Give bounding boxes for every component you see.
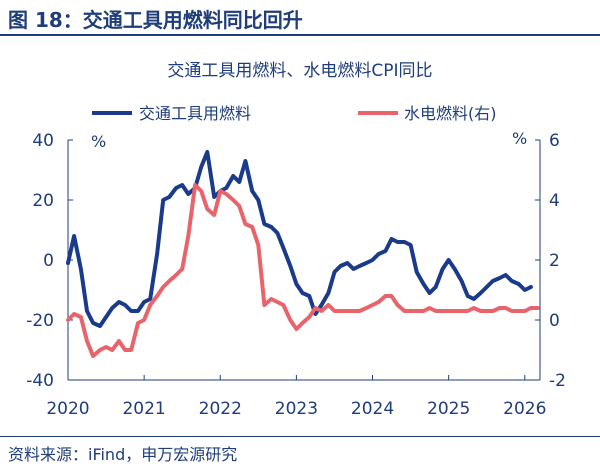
left-tick-label: 0 bbox=[43, 251, 54, 271]
chart-title: 交通工具用燃料、水电燃料CPI同比 bbox=[167, 61, 432, 81]
right-tick-label: 6 bbox=[549, 131, 560, 151]
left-axis-unit: % bbox=[91, 132, 106, 151]
left-tick-label: -40 bbox=[26, 371, 54, 391]
right-tick-label: 0 bbox=[549, 311, 560, 331]
series-lines bbox=[66, 150, 540, 358]
x-tick-label: 2020 bbox=[46, 399, 89, 419]
left-tick-label: 20 bbox=[32, 191, 54, 211]
source-rule bbox=[0, 436, 600, 437]
x-tick-label: 2026 bbox=[503, 399, 546, 419]
chart: 交通工具用燃料、水电燃料CPI同比 交通工具用燃料 水电燃料(右) % % 40… bbox=[26, 61, 566, 419]
right-axis-unit: % bbox=[512, 129, 527, 148]
x-tick-label: 2022 bbox=[199, 399, 242, 419]
right-tick-label: -2 bbox=[549, 371, 566, 391]
x-tick-label: 2023 bbox=[275, 399, 318, 419]
series-line-water bbox=[66, 183, 540, 358]
legend-label-transport: 交通工具用燃料 bbox=[139, 104, 251, 123]
left-tick-label: -20 bbox=[26, 311, 54, 331]
x-tick-label: 2024 bbox=[351, 399, 394, 419]
right-tick-label: 2 bbox=[549, 251, 560, 271]
figure-title: 图 18：交通工具用燃料同比回升 bbox=[8, 8, 303, 32]
x-tick-label: 2021 bbox=[122, 399, 165, 419]
title-rule bbox=[0, 34, 600, 36]
series-line-transport bbox=[66, 150, 533, 328]
source-note: 资料来源：iFind，申万宏源研究 bbox=[8, 445, 238, 464]
x-tick-label: 2025 bbox=[427, 399, 470, 419]
right-tick-label: 4 bbox=[549, 191, 560, 211]
left-tick-label: 40 bbox=[32, 131, 54, 151]
legend-label-water: 水电燃料(右) bbox=[404, 104, 497, 123]
